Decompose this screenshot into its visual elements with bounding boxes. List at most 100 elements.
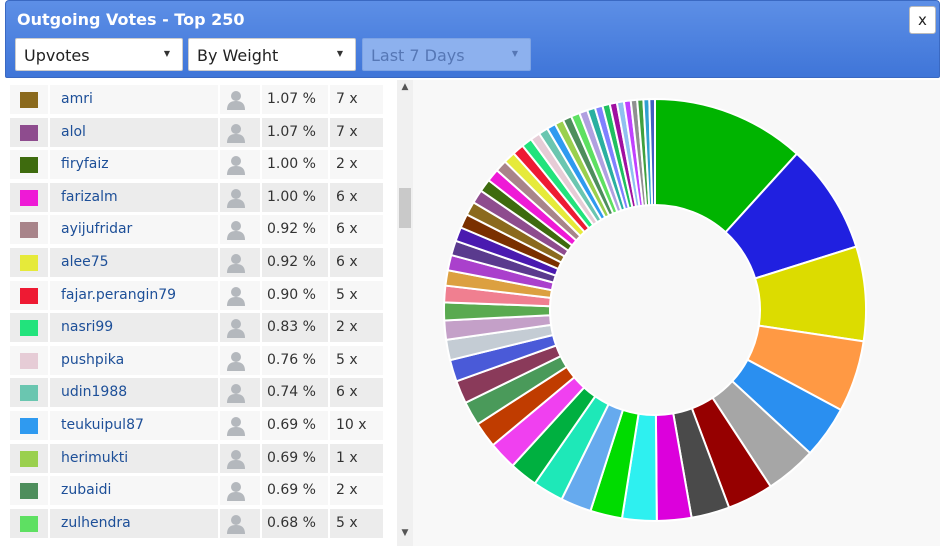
- username-link[interactable]: alee75: [61, 254, 109, 270]
- cell-divider: [328, 378, 330, 408]
- cell-divider: [328, 345, 330, 375]
- person-icon[interactable]: [226, 90, 246, 110]
- color-swatch: [20, 320, 38, 337]
- cell-divider: [328, 508, 330, 538]
- donut-slice[interactable]: [648, 97, 656, 207]
- username-link[interactable]: firyfaiz: [61, 156, 109, 173]
- color-swatch: [20, 418, 38, 434]
- username-link[interactable]: teukuipul87: [61, 417, 144, 433]
- list-item[interactable]: teukuipul87 0.69 % 10 x: [10, 411, 383, 440]
- cell-divider: [48, 182, 50, 212]
- cell-divider: [260, 280, 262, 310]
- username-link[interactable]: amri: [61, 91, 93, 107]
- cell-divider: [48, 378, 50, 408]
- vote-count: 6 x: [336, 254, 358, 270]
- username-link[interactable]: pushpika: [61, 351, 125, 368]
- list-scrollbar[interactable]: ▲ ▼: [397, 80, 413, 546]
- person-icon[interactable]: [226, 318, 246, 339]
- vote-percent: 0.90 %: [267, 286, 316, 303]
- cell-divider: [48, 476, 50, 506]
- list-item[interactable]: zulhendra 0.68 % 5 x: [10, 508, 383, 538]
- cell-divider: [328, 411, 330, 440]
- cell-divider: [328, 215, 330, 245]
- vote-count: 7 x: [336, 91, 358, 107]
- person-icon[interactable]: [226, 449, 246, 469]
- vote-percent: 1.00 %: [267, 156, 316, 173]
- scroll-down-arrow-icon[interactable]: ▼: [401, 528, 409, 538]
- cell-divider: [218, 150, 220, 180]
- person-icon[interactable]: [226, 481, 246, 502]
- cell-divider: [328, 313, 330, 343]
- color-swatch: [20, 92, 38, 108]
- cell-divider: [260, 345, 262, 375]
- person-icon[interactable]: [226, 416, 246, 436]
- list-item[interactable]: amri 1.07 % 7 x: [10, 85, 383, 114]
- vote-percent: 0.83 %: [267, 319, 316, 336]
- person-icon[interactable]: [226, 188, 246, 208]
- list-item[interactable]: pushpika 0.76 % 5 x: [10, 345, 383, 375]
- username-link[interactable]: zubaidi: [61, 482, 112, 499]
- color-swatch: [20, 450, 38, 467]
- sort-select[interactable]: By Weight ▼: [188, 38, 356, 71]
- cell-divider: [328, 85, 330, 114]
- person-icon[interactable]: [226, 220, 246, 241]
- person-icon[interactable]: [226, 383, 246, 404]
- cell-divider: [260, 248, 262, 277]
- cell-divider: [218, 476, 220, 506]
- list-item[interactable]: herimukti 0.69 % 1 x: [10, 443, 383, 473]
- cell-divider: [260, 313, 262, 343]
- cell-divider: [328, 117, 330, 147]
- person-icon[interactable]: [226, 123, 246, 143]
- cell-divider: [260, 476, 262, 506]
- cell-divider: [218, 313, 220, 343]
- list-item[interactable]: farizalm 1.00 % 6 x: [10, 182, 383, 212]
- cell-divider: [48, 313, 50, 343]
- list-item[interactable]: udin1988 0.74 % 6 x: [10, 378, 383, 408]
- voter-list: amri 1.07 % 7 x alol 1.07 % 7 x firyfaiz 1.00 %…: [5, 82, 397, 546]
- color-swatch: [20, 483, 38, 500]
- person-icon[interactable]: [226, 253, 246, 273]
- scroll-up-arrow-icon[interactable]: ▲: [401, 82, 409, 92]
- scroll-thumb[interactable]: [399, 188, 411, 228]
- cell-divider: [218, 280, 220, 310]
- vote-count: 1 x: [336, 449, 358, 466]
- list-item[interactable]: nasri99 0.83 % 2 x: [10, 313, 383, 343]
- cell-divider: [328, 476, 330, 506]
- color-swatch: [20, 255, 38, 271]
- list-item[interactable]: firyfaiz 1.00 % 2 x: [10, 150, 383, 180]
- vote-count: 5 x: [336, 351, 358, 368]
- list-item[interactable]: fajar.perangin79 0.90 % 5 x: [10, 280, 383, 310]
- list-item[interactable]: ayijufridar 0.92 % 6 x: [10, 215, 383, 245]
- vote-count: 7 x: [336, 123, 358, 140]
- color-swatch: [20, 222, 38, 239]
- username-link[interactable]: fajar.perangin79: [61, 286, 177, 303]
- username-link[interactable]: alol: [61, 123, 86, 140]
- username-link[interactable]: nasri99: [61, 319, 114, 336]
- cell-divider: [328, 280, 330, 310]
- close-button[interactable]: x: [909, 6, 936, 34]
- color-swatch: [20, 124, 38, 141]
- vote-type-select[interactable]: Upvotes ▼: [15, 38, 183, 71]
- username-link[interactable]: udin1988: [61, 384, 128, 401]
- date-range-value: Last 7 Days: [371, 46, 465, 65]
- vote-percent: 1.00 %: [267, 188, 316, 205]
- cell-divider: [48, 280, 50, 310]
- person-icon[interactable]: [226, 286, 246, 306]
- list-item[interactable]: alol 1.07 % 7 x: [10, 117, 383, 147]
- color-swatch: [20, 352, 38, 369]
- username-link[interactable]: zulhendra: [61, 514, 131, 531]
- color-swatch: [20, 189, 38, 206]
- person-icon[interactable]: [226, 155, 246, 176]
- vote-percent: 0.92 %: [267, 221, 316, 238]
- list-item[interactable]: zubaidi 0.69 % 2 x: [10, 476, 383, 506]
- cell-divider: [260, 117, 262, 147]
- username-link[interactable]: herimukti: [61, 449, 129, 466]
- username-link[interactable]: ayijufridar: [61, 221, 133, 238]
- cell-divider: [328, 150, 330, 180]
- dialog-title: Outgoing Votes - Top 250: [17, 10, 245, 29]
- person-icon[interactable]: [226, 514, 246, 534]
- person-icon[interactable]: [226, 351, 246, 371]
- list-item[interactable]: alee75 0.92 % 6 x: [10, 248, 383, 277]
- close-icon: x: [918, 11, 927, 29]
- username-link[interactable]: farizalm: [61, 188, 118, 205]
